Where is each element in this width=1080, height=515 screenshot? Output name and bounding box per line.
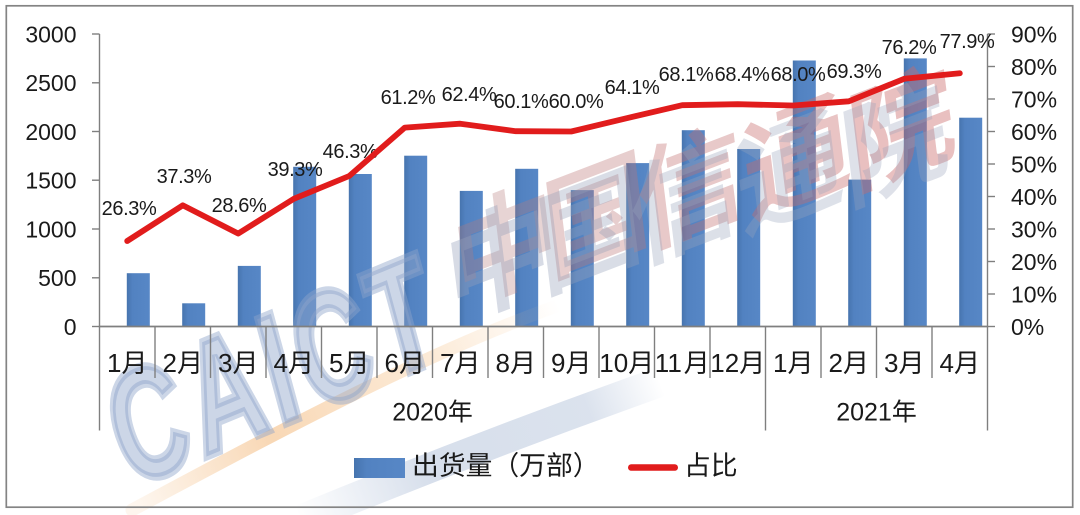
svg-text:70%: 70%	[1011, 86, 1057, 112]
svg-text:46.3%: 46.3%	[323, 141, 378, 163]
svg-text:4: 4	[940, 348, 954, 378]
svg-text:39.3%: 39.3%	[268, 159, 323, 181]
svg-text:68.4%: 68.4%	[715, 64, 770, 86]
svg-text:68.1%: 68.1%	[659, 64, 714, 86]
svg-text:60.0%: 60.0%	[549, 91, 604, 113]
svg-text:76.2%: 76.2%	[882, 37, 937, 59]
svg-text:60%: 60%	[1011, 119, 1057, 145]
svg-text:1000: 1000	[25, 216, 76, 242]
svg-text:3: 3	[884, 348, 898, 378]
svg-text:12: 12	[710, 348, 739, 378]
svg-text:80%: 80%	[1011, 54, 1057, 80]
svg-text:2000: 2000	[25, 119, 76, 145]
svg-text:11: 11	[655, 348, 682, 378]
svg-text:1: 1	[107, 348, 121, 378]
svg-text:5: 5	[329, 348, 343, 378]
svg-text:0: 0	[64, 314, 77, 340]
svg-text:62.4%: 62.4%	[442, 84, 497, 106]
svg-text:1500: 1500	[25, 168, 76, 194]
svg-text:8: 8	[496, 348, 510, 378]
svg-text:2020: 2020	[392, 399, 448, 427]
svg-text:61.2%: 61.2%	[381, 87, 436, 109]
svg-text:26.3%: 26.3%	[102, 198, 157, 220]
svg-text:60.1%: 60.1%	[494, 91, 549, 113]
svg-text:10: 10	[599, 348, 628, 378]
svg-text:2: 2	[829, 348, 843, 378]
svg-text:9: 9	[551, 348, 565, 378]
svg-text:40%: 40%	[1011, 184, 1057, 210]
svg-text:64.1%: 64.1%	[605, 77, 660, 99]
svg-text:69.3%: 69.3%	[827, 61, 882, 83]
svg-text:3: 3	[218, 348, 232, 378]
svg-text:10%: 10%	[1011, 281, 1057, 307]
svg-text:6: 6	[385, 348, 399, 378]
svg-text:7: 7	[440, 348, 454, 378]
svg-text:1: 1	[773, 348, 787, 378]
svg-text:2021: 2021	[836, 399, 892, 427]
svg-text:77.9%: 77.9%	[940, 31, 995, 53]
svg-text:68.0%: 68.0%	[771, 64, 826, 86]
svg-text:2500: 2500	[25, 70, 76, 96]
svg-text:500: 500	[38, 265, 76, 291]
svg-text:3000: 3000	[25, 21, 76, 47]
svg-text:50%: 50%	[1011, 151, 1057, 177]
svg-text:4: 4	[274, 348, 288, 378]
svg-text:2: 2	[163, 348, 177, 378]
svg-text:90%: 90%	[1011, 21, 1057, 47]
svg-text:28.6%: 28.6%	[212, 195, 267, 217]
svg-text:30%: 30%	[1011, 216, 1057, 242]
svg-text:20%: 20%	[1011, 249, 1057, 275]
svg-text:0%: 0%	[1011, 314, 1044, 340]
svg-text:37.3%: 37.3%	[157, 166, 212, 188]
